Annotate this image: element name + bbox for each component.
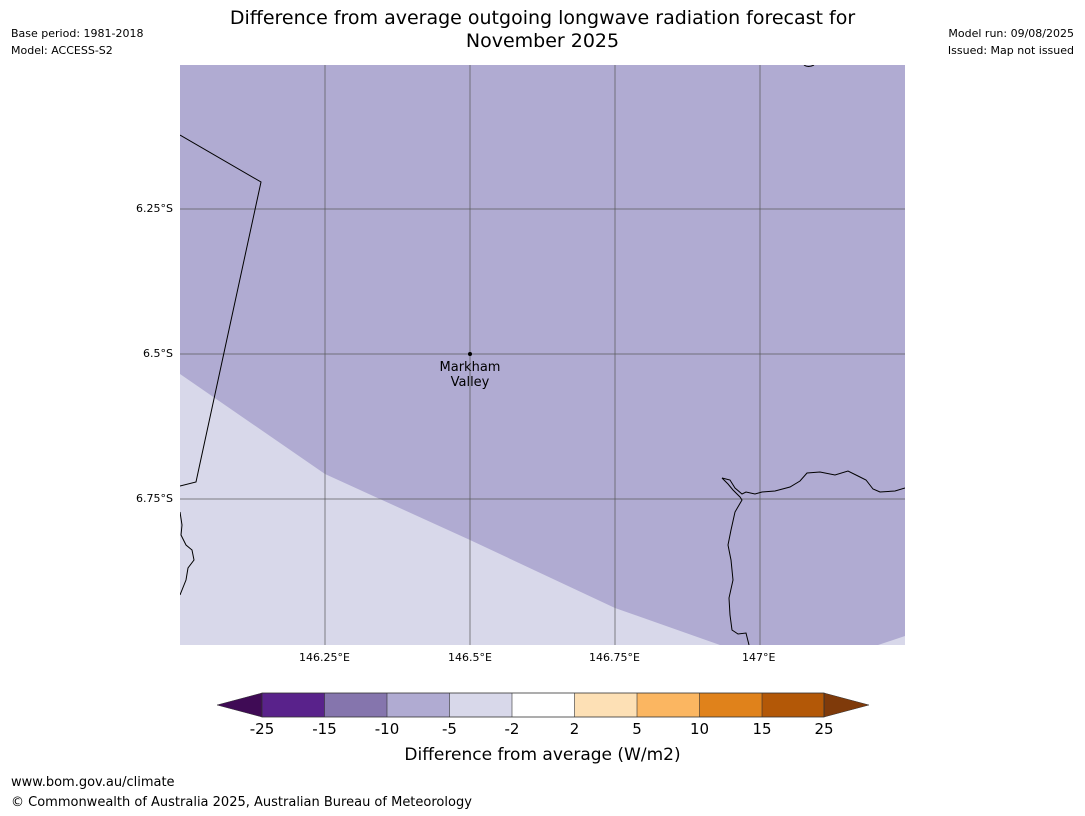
lon-label-146-25: 146.25°E (299, 651, 350, 664)
lat-label-6-75: 6.75°S (136, 492, 173, 505)
title-line-2: November 2025 (465, 30, 620, 52)
provincial-border (180, 134, 262, 487)
place-marker (468, 352, 472, 356)
colorbar-tick-10: 10 (689, 720, 710, 738)
colorbar-bin-minus2-2 (512, 693, 575, 717)
place-name-line-1: Markham (439, 360, 501, 375)
lat-label-6-5: 6.5°S (143, 347, 173, 360)
footer-copyright: © Commonwealth of Australia 2025, Austra… (11, 795, 472, 810)
colorbar-extend-high (823, 692, 870, 718)
coast-fragment (803, 65, 815, 67)
colorbar-tick-minus15: -15 (312, 720, 337, 738)
colorbar-extend-low (216, 692, 263, 718)
colorbar-bin-2-5 (574, 693, 637, 717)
region-minus5-minus2-corner (878, 636, 905, 645)
colorbar-bin-minus25-minus15 (262, 693, 325, 717)
colorbar-tick-minus2: -2 (504, 720, 520, 738)
colorbar-bin-10-15 (699, 693, 762, 717)
map-title: Difference from average outgoing longwav… (180, 7, 905, 53)
issued-status: Issued: Map not issued (947, 44, 1074, 57)
run-info: Model run: 09/08/2025 Issued: Map not is… (948, 25, 1074, 59)
colorbar-tick-minus10: -10 (374, 720, 400, 738)
model-run: Model run: 09/08/2025 (948, 27, 1074, 40)
boundaries (180, 65, 905, 645)
east-coastline (721, 470, 905, 495)
colorbar-tick-5: 5 (632, 720, 642, 738)
colorbar-tick-minus5: -5 (442, 720, 457, 738)
region-minus5-minus2 (180, 374, 720, 645)
colorbar-tick-2: 2 (569, 720, 580, 738)
model-name: Model: ACCESS-S2 (11, 44, 113, 57)
colorbar-tick-15: 15 (752, 720, 772, 738)
lon-label-147: 147°E (742, 651, 776, 664)
colorbar-dividers (324, 693, 763, 717)
lon-label-146-75: 146.75°E (589, 651, 640, 664)
colorbar-tick-minus25: -25 (249, 720, 275, 738)
place-name-line-2: Valley (450, 375, 490, 390)
title-line-1: Difference from average outgoing longwav… (229, 7, 856, 29)
colorbar-tick-25: 25 (814, 720, 834, 738)
footer-url: www.bom.gov.au/climate (11, 775, 175, 790)
colorbar-bin-minus10-minus5 (387, 693, 450, 717)
colorbar-bin-minus5-minus2 (449, 693, 512, 717)
river-line (721, 477, 750, 645)
colorbar-outline (261, 692, 825, 718)
place-label: Markham Valley (420, 360, 520, 390)
colorbar-bin-minus15-minus10 (324, 693, 387, 717)
base-period: Base period: 1981-2018 (11, 27, 144, 40)
colorbar-bin-5-10 (637, 693, 700, 717)
colorbar-bin-15-25 (762, 693, 824, 717)
west-coastline (180, 511, 195, 596)
lat-label-6-25: 6.25°S (136, 202, 173, 215)
base-info: Base period: 1981-2018 Model: ACCESS-S2 (11, 25, 143, 59)
colorbar-label: Difference from average (W/m2) (404, 745, 681, 765)
lon-label-146-5: 146.5°E (448, 651, 492, 664)
